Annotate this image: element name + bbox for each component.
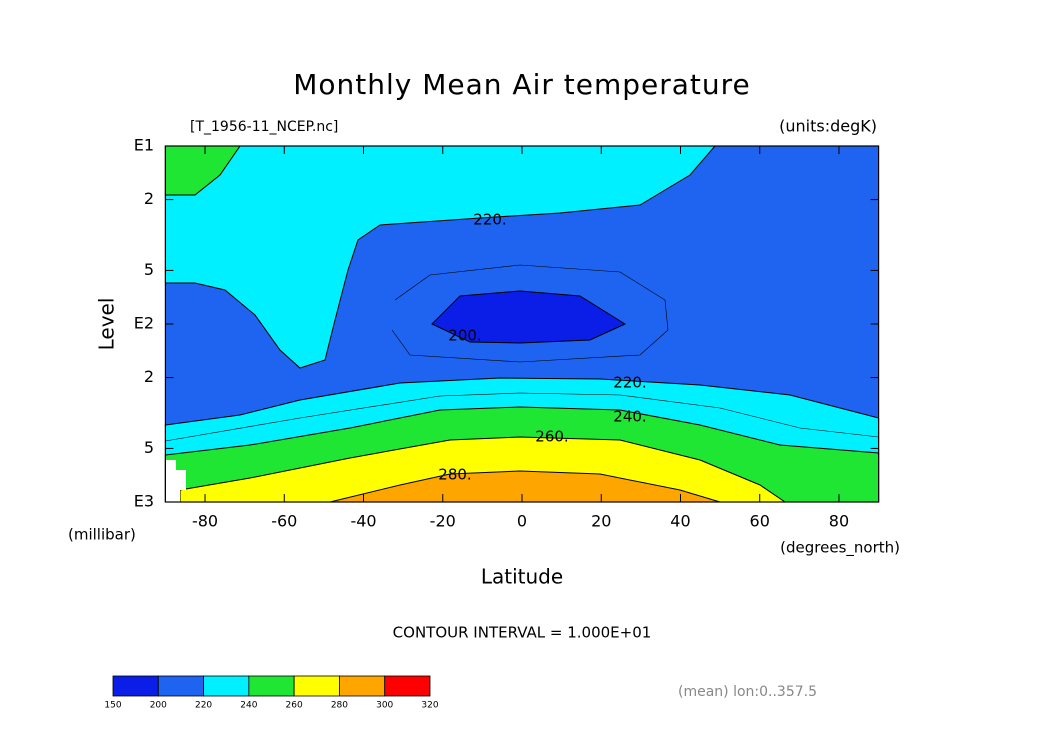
- y-tick-label: 5: [144, 438, 154, 457]
- y-tick-label: E1: [134, 136, 154, 155]
- colorbar-swatch: [384, 675, 431, 697]
- units: (units:degK): [779, 117, 877, 136]
- colorbar-swatch: [157, 675, 204, 697]
- colorbar-swatch: [293, 675, 340, 697]
- y-axis-label: Level: [95, 298, 119, 351]
- colorbar-swatch: [339, 675, 386, 697]
- colorbar-label: 220: [195, 701, 212, 711]
- y-unit: (millibar): [68, 526, 136, 544]
- x-tick-label: -80: [192, 512, 218, 531]
- colorbar-label: 320: [421, 701, 438, 711]
- subtitle: [T_1956-11_NCEP.nc]: [190, 119, 338, 135]
- y-tick-label: E2: [134, 314, 154, 333]
- y-tick-label: 2: [144, 367, 154, 386]
- contour-fill: [329, 470, 721, 503]
- x-unit: (degrees_north): [780, 539, 900, 558]
- y-tick-label: E3: [134, 492, 154, 511]
- colorbar-label: 240: [240, 701, 257, 711]
- x-tick-label: -20: [430, 512, 456, 531]
- contour-interval: CONTOUR INTERVAL = 1.000E+01: [393, 624, 652, 642]
- x-axis-label: Latitude: [481, 565, 563, 589]
- x-tick-label: -40: [350, 512, 376, 531]
- x-tick-label: -60: [271, 512, 297, 531]
- contour-label: 260.: [535, 428, 568, 446]
- x-tick-label: 40: [670, 512, 690, 531]
- contour-line: [391, 264, 669, 363]
- x-tick-label: 20: [591, 512, 611, 531]
- contour-label: 240.: [613, 408, 646, 426]
- colorbar-label: 200: [150, 701, 167, 711]
- colorbar-label: 150: [104, 701, 121, 711]
- contour-label: 280.: [438, 466, 471, 484]
- y-tick-label: 5: [144, 260, 154, 279]
- contour-label: 200.: [448, 327, 481, 345]
- contour-label: 220.: [473, 211, 506, 229]
- x-tick-label: 80: [829, 512, 849, 531]
- x-tick-label: 0: [517, 512, 527, 531]
- chart-title: Monthly Mean Air temperature: [293, 68, 751, 101]
- missing-area: [165, 460, 186, 502]
- contour-label: 220.: [613, 374, 646, 392]
- y-tick-label: 2: [144, 189, 154, 208]
- colorbar-label: 300: [376, 701, 393, 711]
- colorbar-swatch: [203, 675, 250, 697]
- contour-fill: [164, 145, 717, 369]
- x-tick-label: 60: [750, 512, 770, 531]
- colorbar-swatch: [248, 675, 295, 697]
- colorbar-label: 280: [331, 701, 348, 711]
- colorbar-label: 260: [286, 701, 303, 711]
- footer: (mean) lon:0..357.5: [678, 684, 817, 700]
- contour-fill: [431, 290, 627, 344]
- contour-line: [165, 392, 879, 442]
- colorbar-swatch: [112, 675, 159, 697]
